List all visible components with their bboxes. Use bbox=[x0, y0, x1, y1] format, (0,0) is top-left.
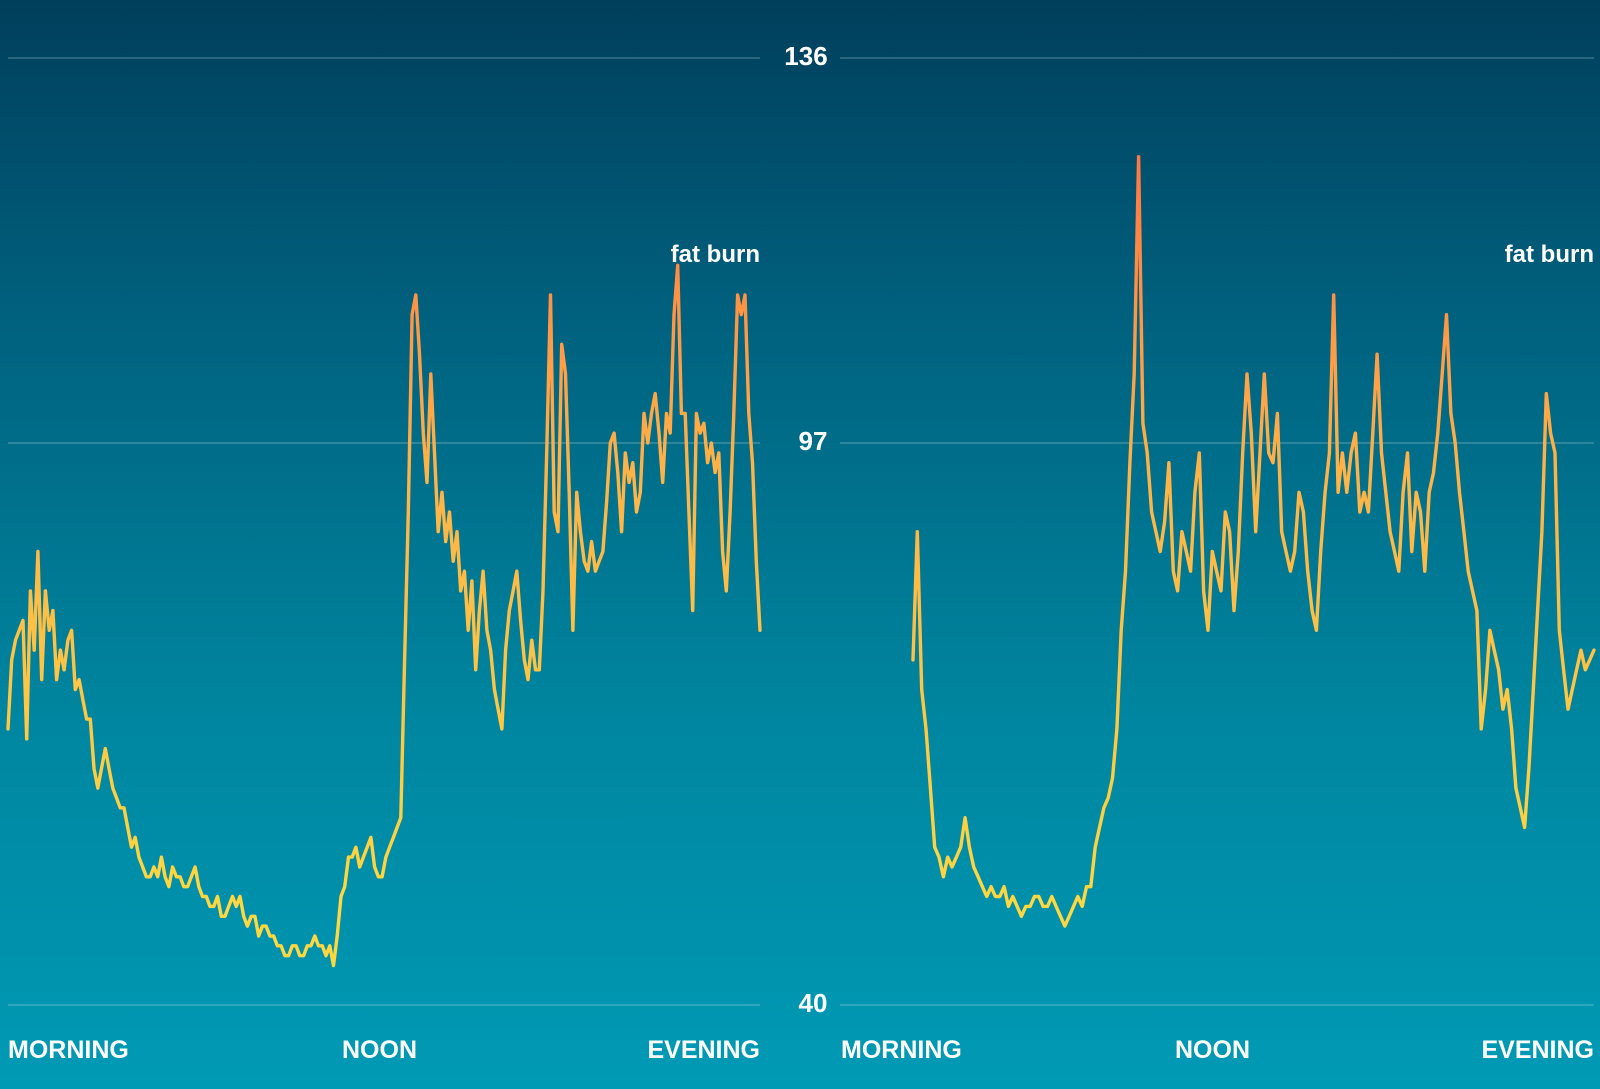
heart-rate-series-line bbox=[32, 549, 48, 682]
chart-left: fat burn MORNING NOON EVENING bbox=[6, 241, 762, 1064]
x-tick-label-morning: MORNING bbox=[841, 1036, 962, 1064]
chart-right: fat burn MORNING NOON EVENING bbox=[841, 155, 1596, 1064]
heart-rate-series-line bbox=[25, 589, 36, 741]
x-tick-label-morning: MORNING bbox=[8, 1036, 129, 1064]
series-left-lines bbox=[6, 263, 762, 968]
y-tick-label: 97 bbox=[799, 426, 828, 456]
x-tick-label-evening: EVENING bbox=[1481, 1036, 1594, 1064]
x-tick-label-evening: EVENING bbox=[647, 1036, 760, 1064]
heart-rate-series-line bbox=[911, 530, 937, 849]
series-right-lines bbox=[911, 155, 1596, 928]
heart-rate-series-line bbox=[51, 608, 66, 682]
heart-rate-series-line bbox=[62, 263, 762, 968]
y-tick-label: 136 bbox=[784, 41, 827, 71]
heart-rate-series-line bbox=[933, 155, 1596, 928]
y-tick-label: 40 bbox=[799, 988, 828, 1018]
y-axis-labels: 136 97 40 bbox=[784, 41, 827, 1018]
x-tick-label-noon: NOON bbox=[1175, 1036, 1250, 1064]
heart-rate-series-line bbox=[6, 618, 29, 741]
grid-lines bbox=[8, 57, 1594, 1006]
zone-label-fat-burn: fat burn bbox=[671, 241, 760, 268]
x-tick-label-noon: NOON bbox=[342, 1036, 417, 1064]
zone-label-fat-burn: fat burn bbox=[1505, 241, 1594, 268]
